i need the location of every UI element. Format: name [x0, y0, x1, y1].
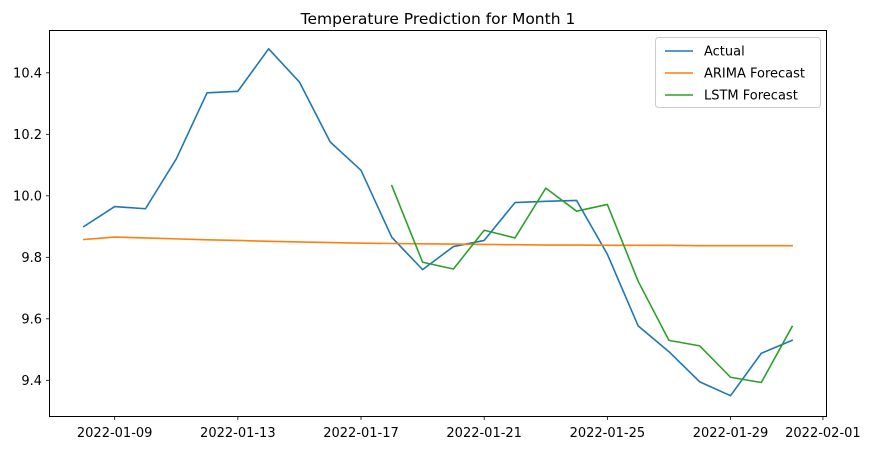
y-tick-label: 10.0	[13, 189, 42, 204]
x-tick-label: 2022-01-13	[200, 426, 276, 441]
y-tick-label: 9.6	[21, 312, 42, 327]
plot-area-frame	[49, 30, 827, 417]
legend-label-actual: Actual	[704, 45, 745, 60]
x-tick-label: 2022-02-01	[785, 426, 861, 441]
x-axis: 2022-01-09 2022-01-13 2022-01-17 2022-01-21…	[77, 416, 861, 441]
legend-box	[655, 37, 821, 108]
x-tick-label: 2022-01-29	[693, 426, 769, 441]
series-line-lstm-forecast	[390, 184, 794, 384]
x-tick-label: 2022-01-25	[570, 426, 646, 441]
y-axis: 9.4 9.6 9.8 10.0 10.2 10.4	[13, 66, 50, 389]
legend-label-arima-forecast: ARIMA Forecast	[704, 67, 805, 82]
y-tick-label: 10.2	[13, 128, 42, 143]
y-tick-label: 10.4	[13, 66, 42, 81]
y-tick-label: 9.4	[21, 374, 42, 389]
series-layer	[82, 48, 794, 397]
chart-title: Temperature Prediction for Month 1	[300, 10, 576, 28]
y-tick-label: 9.8	[21, 251, 42, 266]
x-tick-label: 2022-01-17	[323, 426, 399, 441]
legend: Actual ARIMA Forecast LSTM Forecast	[655, 37, 821, 108]
legend-label-lstm-forecast: LSTM Forecast	[704, 89, 798, 104]
series-line-arima-forecast	[83, 236, 793, 247]
x-tick-label: 2022-01-21	[446, 426, 522, 441]
x-tick-label: 2022-01-09	[77, 426, 153, 441]
series-line-actual	[82, 48, 794, 397]
